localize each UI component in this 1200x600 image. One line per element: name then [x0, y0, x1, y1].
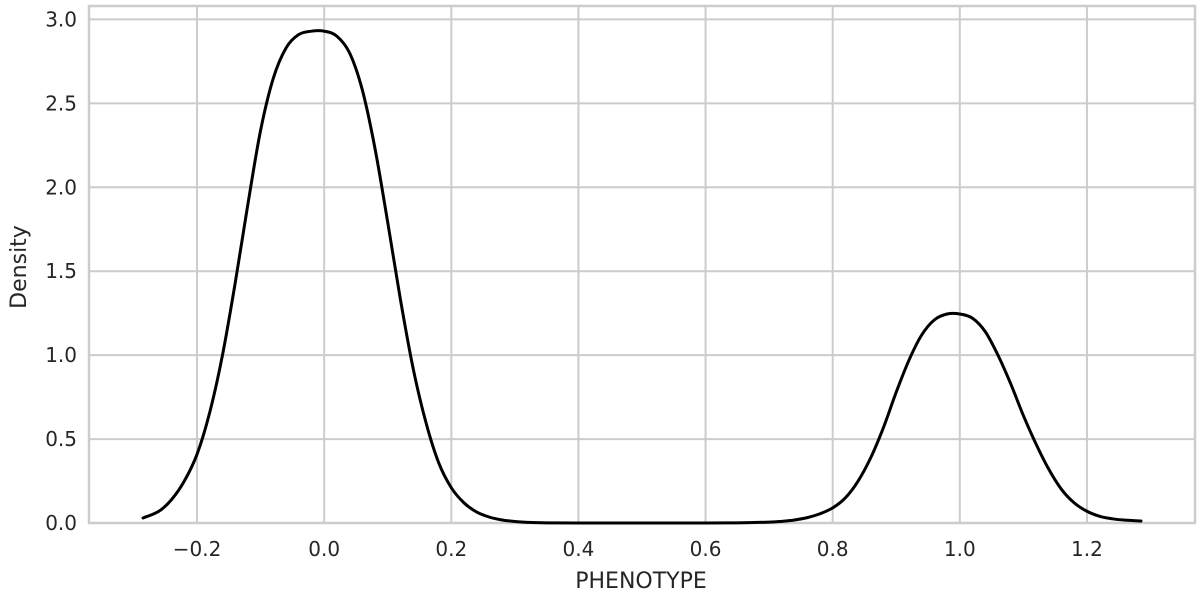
y-tick-label: 3.0 [45, 7, 77, 31]
x-tick-label: 1.2 [1071, 537, 1103, 561]
x-tick-label: 0.6 [690, 537, 722, 561]
x-gridlines [196, 6, 1088, 523]
y-tick-label: 2.0 [45, 175, 77, 199]
x-axis-label: PHENOTYPE [575, 569, 707, 594]
x-tick-label: 0.4 [563, 537, 595, 561]
plot-frame [87, 4, 1197, 525]
y-tick-label: 0.5 [45, 427, 77, 451]
y-tick-labels: 0.0 0.5 1.0 1.5 2.0 2.5 3.0 [45, 7, 77, 535]
density-curve [141, 29, 1143, 525]
x-tick-label: 0.0 [308, 537, 340, 561]
y-tick-label: 2.5 [45, 91, 77, 115]
series-layer [141, 29, 1143, 525]
y-axis-label: Density [7, 225, 32, 309]
x-tick-label: −0.2 [173, 537, 222, 561]
y-tick-label: 1.5 [45, 259, 77, 283]
x-tick-label: 1.0 [944, 537, 976, 561]
x-tick-labels: −0.2 0.0 0.2 0.4 0.6 0.8 1.0 1.2 [173, 537, 1103, 561]
y-gridlines [89, 18, 1195, 524]
y-tick-label: 0.0 [45, 511, 77, 535]
x-tick-label: 0.2 [435, 537, 467, 561]
y-tick-label: 1.0 [45, 343, 77, 367]
x-tick-label: 0.8 [817, 537, 849, 561]
